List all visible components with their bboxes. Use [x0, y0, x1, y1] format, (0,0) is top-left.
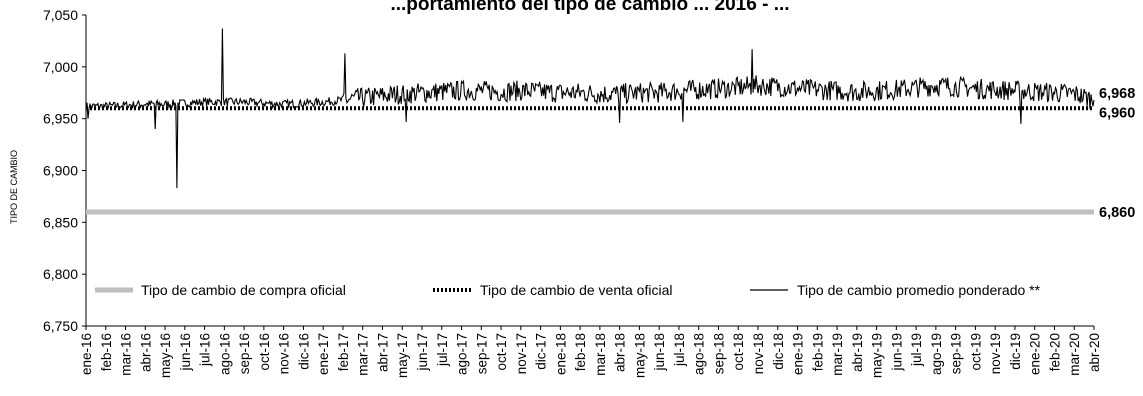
x-tick-label: oct-19	[968, 333, 983, 371]
x-tick-label: dic-18	[771, 333, 786, 370]
chart-title: ...portamiento del tipo de cambio ... 20…	[390, 0, 789, 15]
x-tick-label: jun-19	[889, 333, 904, 372]
x-tick-label: dic-17	[534, 333, 549, 370]
x-tick-label: ene-19	[791, 333, 806, 375]
x-tick-label: sep-16	[237, 333, 252, 374]
x-tick-label: nov-19	[988, 333, 1003, 374]
x-tick-label: oct-17	[494, 333, 509, 371]
x-tick-label: feb-16	[99, 333, 114, 371]
y-tick-label: 6,900	[43, 163, 78, 179]
x-tick-label: abr-20	[1087, 333, 1102, 372]
x-tick-label: oct-18	[731, 333, 746, 371]
legend-label-venta-oficial: Tipo de cambio de venta oficial	[480, 282, 672, 298]
x-tick-label: ene-18	[553, 333, 568, 375]
x-tick-label: may-19	[870, 333, 885, 378]
x-tick-label: abr-18	[613, 333, 628, 372]
legend-label-compra-oficial: Tipo de cambio de compra oficial	[141, 282, 346, 298]
x-tick-label: abr-19	[850, 333, 865, 372]
x-tick-label: mar-18	[593, 333, 608, 376]
x-tick-label: mar-20	[1067, 333, 1082, 376]
x-tick-label: feb-20	[1047, 333, 1062, 371]
x-tick-label: mar-19	[830, 333, 845, 376]
series-promedio-ponderado-line	[85, 28, 1095, 189]
x-tick-label: jun-17	[415, 333, 430, 372]
end-label-promedio-ponderado: 6,968	[1099, 86, 1135, 102]
end-label-compra-oficial: 6,860	[1099, 205, 1135, 221]
x-tick-label: sep-17	[474, 333, 489, 374]
x-tick-label: ene-16	[79, 333, 94, 375]
x-tick-label: abr-17	[375, 333, 390, 372]
legend-label-promedio-ponderado: Tipo de cambio promedio ponderado **	[797, 282, 1041, 298]
y-axis-label: TIPO DE CAMBIO	[9, 150, 19, 224]
x-tick-label: ago-16	[217, 333, 232, 375]
x-tick-label: ago-18	[692, 333, 707, 375]
x-tick-label: nov-16	[277, 333, 292, 374]
legend: Tipo de cambio de compra oficial Tipo de …	[95, 282, 1041, 298]
x-tick-label: dic-16	[296, 333, 311, 370]
plot-area: 6,750 6,800 6,850 6,900 6,950 7,000 7,050 ene-1…	[43, 7, 1135, 378]
y-tick-label: 6,850	[43, 214, 78, 230]
x-tick-label: abr-16	[138, 333, 153, 372]
x-tick-label: feb-18	[573, 333, 588, 371]
y-tick-label: 6,950	[43, 111, 78, 127]
x-tick-label: ago-17	[455, 333, 470, 375]
x-tick-label: jul-16	[198, 333, 213, 367]
x-tick-label: jul-19	[909, 333, 924, 367]
x-tick-label: jun-18	[652, 333, 667, 372]
x-tick-label: oct-16	[257, 333, 272, 371]
x-tick-label: jul-18	[672, 333, 687, 367]
x-tick-label: ene-17	[316, 333, 331, 375]
x-tick-label: nov-17	[514, 333, 529, 374]
x-tick-label: sep-18	[711, 333, 726, 374]
x-tick-label: mar-16	[119, 333, 134, 376]
x-tick-label: nov-18	[751, 333, 766, 374]
x-tick-label: ene-20	[1028, 333, 1043, 375]
x-tick-label: feb-17	[336, 333, 351, 371]
x-tick-label: may-18	[632, 333, 647, 378]
x-tick-label: sep-19	[949, 333, 964, 374]
y-tick-label: 7,000	[43, 59, 78, 75]
y-tick-label: 6,750	[43, 318, 78, 334]
end-label-venta-oficial: 6,960	[1099, 105, 1135, 121]
x-tick-label: mar-17	[356, 333, 371, 376]
x-tick-label: ago-19	[929, 333, 944, 375]
x-tick-label: dic-19	[1008, 333, 1023, 370]
y-tick-label: 7,050	[43, 7, 78, 23]
x-tick-label: may-17	[395, 333, 410, 378]
y-tick-label: 6,800	[43, 266, 78, 282]
x-tick-label: jun-16	[178, 333, 193, 372]
x-tick-label: jul-17	[435, 333, 450, 367]
x-tick-label: may-16	[158, 333, 173, 378]
x-tick-label: feb-19	[810, 333, 825, 371]
